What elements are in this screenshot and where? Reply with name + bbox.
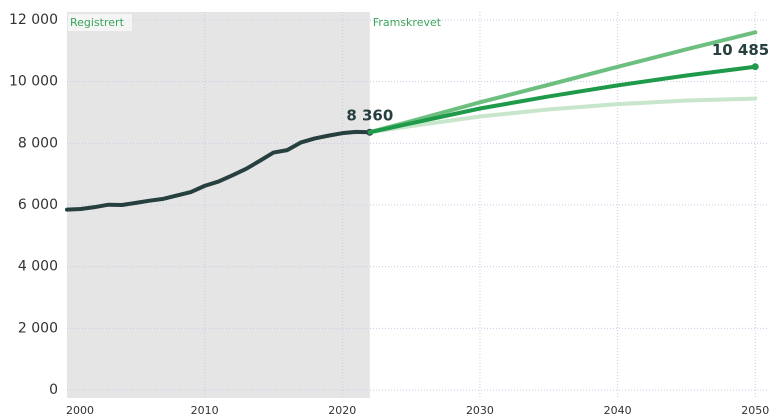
- y-tick-label: 6 000: [18, 197, 58, 213]
- annotation: Framskrevet: [373, 16, 442, 29]
- series-line: [65, 129, 372, 212]
- series-line: [367, 64, 758, 135]
- point: [751, 63, 759, 71]
- y-tick-label: 0: [49, 382, 58, 398]
- y-tick-label: 12 000: [9, 12, 58, 28]
- x-tick-label: 2050: [741, 404, 769, 417]
- x-tick-label: 2030: [466, 404, 494, 417]
- value-label: 8 360: [346, 107, 393, 125]
- x-tick-label: 2020: [328, 404, 356, 417]
- series-line: [367, 96, 758, 135]
- x-tick-label: 2040: [604, 404, 632, 417]
- y-tick-label: 8 000: [18, 135, 58, 151]
- value-label: 10 485: [712, 41, 769, 59]
- y-tick-label: 10 000: [9, 74, 58, 90]
- annotation: Registrert: [70, 16, 125, 29]
- y-tick-label: 4 000: [18, 259, 58, 275]
- y-tick-label: 2 000: [18, 320, 58, 336]
- label-bg: [68, 14, 132, 31]
- series-line: [367, 30, 758, 135]
- x-tick-label: 2010: [191, 404, 219, 417]
- x-tick-label: 2000: [66, 404, 94, 417]
